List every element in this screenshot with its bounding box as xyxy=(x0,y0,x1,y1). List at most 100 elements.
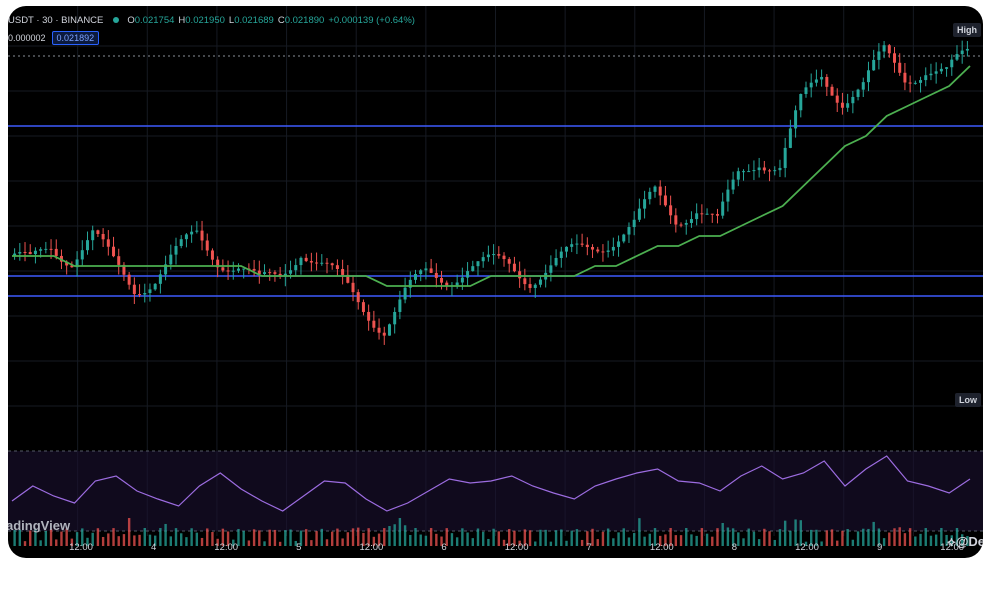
candle-body xyxy=(18,252,22,254)
volume-bar xyxy=(122,534,126,546)
low-key: L xyxy=(228,14,235,26)
volume-bar xyxy=(612,538,615,546)
volume-bar xyxy=(336,528,339,546)
volume-bar xyxy=(596,539,599,546)
volume-bar xyxy=(372,536,376,546)
candle-body xyxy=(742,171,746,173)
price-chart[interactable] xyxy=(8,6,983,558)
candle-body xyxy=(637,208,641,220)
candle-body xyxy=(898,62,902,73)
volume-bar xyxy=(242,530,245,546)
candle-body xyxy=(653,186,657,192)
candle-body xyxy=(934,71,938,74)
candle-body xyxy=(106,239,110,247)
candle-body xyxy=(184,234,188,240)
volume-bar xyxy=(263,541,266,546)
current-price-pill[interactable]: 0.021892 xyxy=(51,31,100,45)
volume-bar xyxy=(388,526,391,546)
candle-body xyxy=(252,268,256,271)
volume-bar xyxy=(96,528,100,546)
volume-bar xyxy=(341,538,344,546)
candle-body xyxy=(648,191,652,200)
candle-body xyxy=(601,251,605,253)
volume-bar xyxy=(216,538,219,546)
candle-body xyxy=(747,171,751,173)
candle-body xyxy=(70,265,74,268)
x-tick-label: 12:00 xyxy=(649,542,674,553)
candle-body xyxy=(132,284,136,295)
candle-body xyxy=(257,270,261,275)
volume-bar xyxy=(148,534,152,546)
candle-body xyxy=(913,82,917,84)
volume-bar xyxy=(247,540,251,546)
volume-bar xyxy=(461,528,464,546)
volume-bar xyxy=(721,523,724,546)
candle-body xyxy=(856,89,860,97)
candle-body xyxy=(226,270,230,272)
change-value: +0.000139 (+0.64%) xyxy=(328,14,415,26)
candle-body xyxy=(945,67,949,69)
volume-bar xyxy=(44,530,48,546)
candle-body xyxy=(200,230,204,241)
candle-body xyxy=(783,147,787,168)
candle-body xyxy=(559,251,563,258)
candle-body xyxy=(523,278,527,285)
candle-body xyxy=(507,259,511,264)
candle-body xyxy=(861,82,865,90)
volume-bar xyxy=(429,528,433,546)
candle-body xyxy=(117,256,121,265)
open-key: O xyxy=(127,14,135,26)
volume-bar xyxy=(315,531,318,546)
volume-bar xyxy=(252,529,256,546)
candle-body xyxy=(408,279,412,288)
volume-bar xyxy=(278,541,282,546)
volume-bar xyxy=(435,533,438,546)
candle-body xyxy=(195,230,199,232)
volume-bar xyxy=(232,539,235,546)
candle-body xyxy=(617,241,621,247)
candle-body xyxy=(44,248,48,250)
candle-body xyxy=(471,266,475,272)
x-tick-label: 12:00 xyxy=(795,542,819,553)
volume-bar xyxy=(383,528,386,546)
candle-body xyxy=(216,259,220,268)
volume-bar xyxy=(768,531,771,546)
volume-bar xyxy=(836,540,839,546)
volume-bar xyxy=(440,536,443,546)
price-step-row: 0.000002 0.021892 xyxy=(8,31,100,45)
volume-bar xyxy=(919,533,922,546)
candle-body xyxy=(179,239,183,247)
candle-body xyxy=(492,254,496,256)
volume-bar xyxy=(815,529,818,546)
candle-body xyxy=(309,261,313,263)
volume-bar xyxy=(49,528,53,546)
candle-body xyxy=(533,284,537,288)
x-tick-label: 12:00 xyxy=(940,542,965,553)
volume-bar xyxy=(742,538,745,546)
volume-bar xyxy=(476,528,480,546)
candle-body xyxy=(39,249,43,251)
candle-body xyxy=(726,189,730,202)
candle-body xyxy=(486,254,490,258)
rsi-background xyxy=(8,451,983,531)
candle-body xyxy=(872,59,876,71)
volume-bar xyxy=(455,537,459,546)
volume-bar xyxy=(409,534,412,546)
volume-bar xyxy=(403,525,407,546)
volume-bar xyxy=(690,534,693,546)
volume-bar xyxy=(685,528,688,546)
symbol-label[interactable]: USDT · 30 · BINANCE xyxy=(8,14,104,26)
volume-bar xyxy=(466,532,469,546)
candle-body xyxy=(143,292,147,295)
volume-bar xyxy=(273,529,277,546)
volume-bar xyxy=(783,520,787,546)
candle-body xyxy=(518,271,522,279)
volume-bar xyxy=(669,528,672,546)
volume-bar xyxy=(143,528,146,546)
volume-bar xyxy=(299,530,303,546)
volume-bar xyxy=(528,530,532,546)
volume-bar xyxy=(346,532,350,546)
volume-bar xyxy=(424,535,428,546)
candle-body xyxy=(528,284,532,288)
volume-bar xyxy=(575,529,579,546)
